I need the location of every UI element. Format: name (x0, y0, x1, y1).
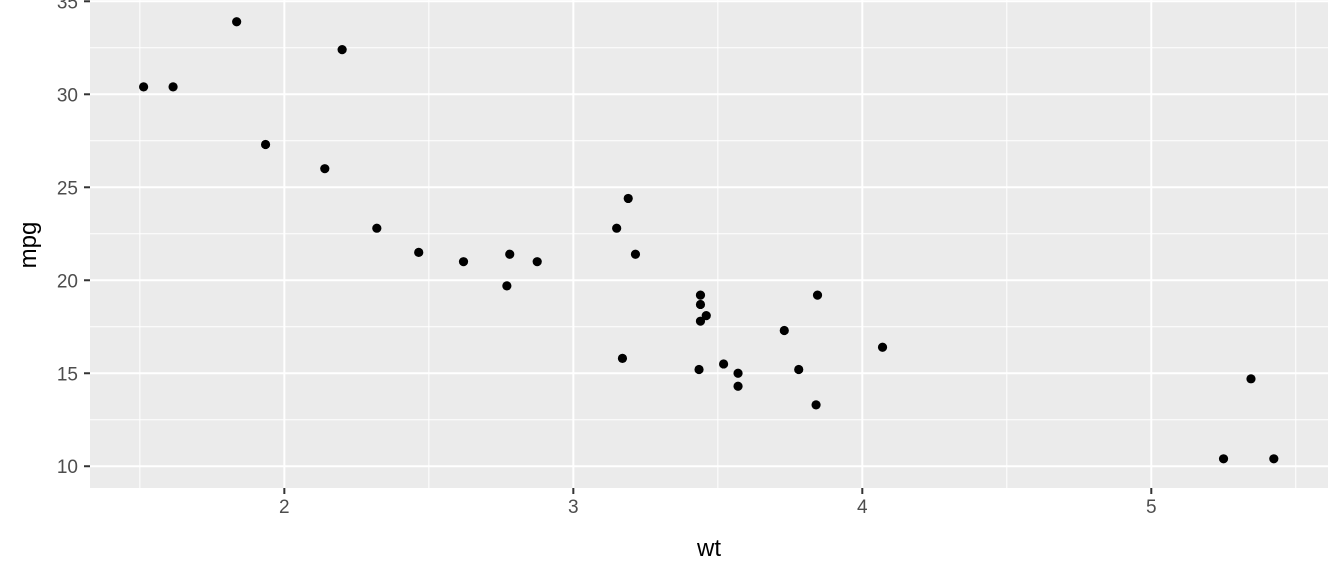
data-point (630, 249, 641, 259)
data-point (695, 299, 706, 310)
minor-gridlines (90, 0, 1328, 488)
data-point (718, 359, 729, 369)
data-point (733, 368, 743, 378)
data-point (695, 290, 706, 300)
data-point (694, 364, 704, 375)
y-tick-label: 30 (57, 85, 78, 106)
data-point (701, 311, 711, 321)
data-point (1218, 454, 1229, 464)
data-point (320, 164, 330, 174)
data-point (260, 139, 271, 150)
y-axis-ticks: 10 15 20 25 30 35 (57, 0, 90, 478)
y-tick-label: 25 (57, 178, 78, 199)
x-axis-ticks: 2 3 4 5 (279, 488, 1157, 518)
data-point (811, 400, 821, 410)
plot-panel (90, 0, 1328, 488)
data-point (695, 316, 706, 326)
data-point (337, 45, 347, 55)
data-point (623, 193, 633, 204)
data-point (617, 353, 628, 363)
data-point (372, 223, 382, 233)
data-point (502, 281, 512, 291)
y-tick-label: 10 (57, 457, 78, 478)
data-point (1269, 454, 1279, 464)
y-tick-label: 15 (57, 364, 78, 385)
data-point (414, 247, 424, 257)
major-gridlines (90, 0, 1328, 488)
data-points (139, 17, 1279, 464)
data-point (168, 82, 178, 92)
data-point (532, 257, 542, 267)
x-tick-label: 4 (857, 497, 868, 518)
y-tick-label: 20 (57, 271, 78, 292)
y-tick-label: 35 (57, 0, 78, 13)
data-point (812, 290, 823, 300)
data-point (794, 364, 804, 375)
data-point (733, 381, 743, 391)
x-tick-label: 3 (568, 497, 579, 518)
data-point (1246, 374, 1256, 384)
data-point (139, 82, 149, 92)
data-point (505, 249, 515, 259)
data-point (877, 342, 888, 352)
data-point (612, 223, 622, 233)
data-point (232, 17, 242, 27)
x-tick-label: 2 (279, 497, 290, 518)
y-axis-title: mpg (15, 222, 42, 269)
data-point (779, 325, 789, 336)
x-tick-label: 5 (1146, 497, 1157, 518)
data-point (458, 257, 469, 267)
x-axis-title: wt (696, 535, 721, 562)
